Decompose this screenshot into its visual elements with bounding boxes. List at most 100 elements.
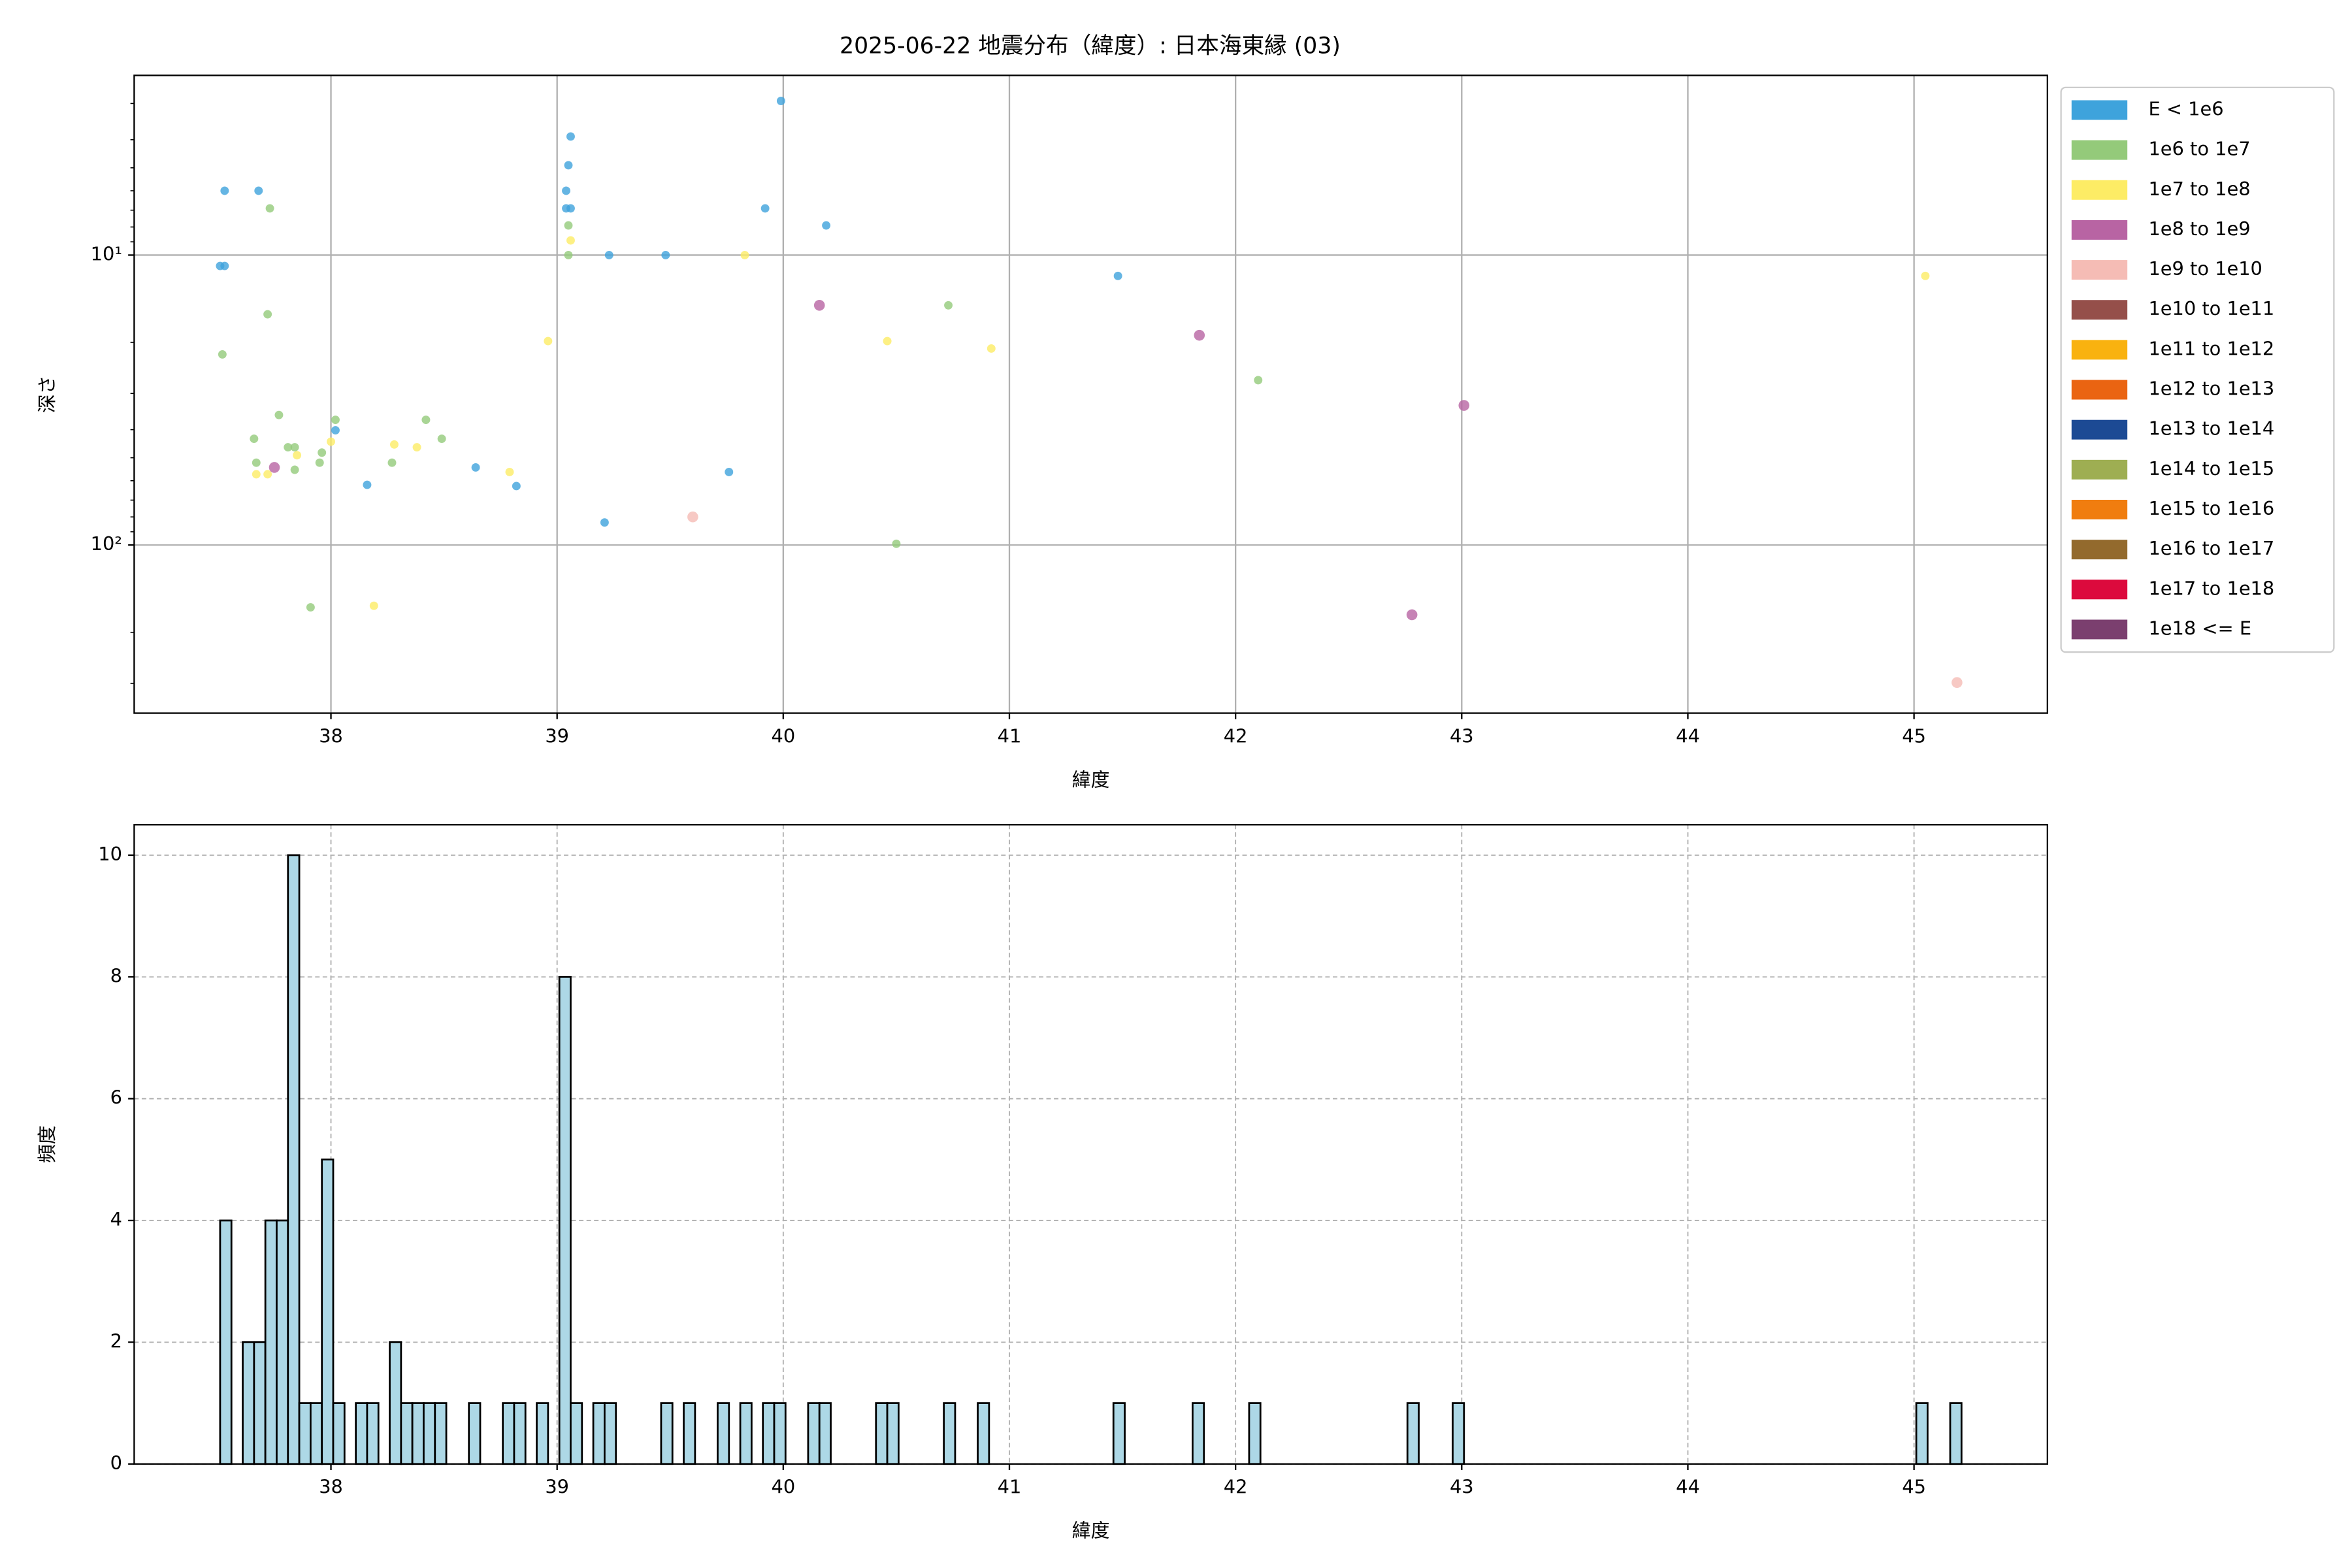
data-point xyxy=(471,463,480,472)
bar xyxy=(264,1219,278,1465)
legend-label: 1e11 to 1e12 xyxy=(2148,337,2274,359)
data-point xyxy=(274,410,284,419)
chart-title: 2025-06-22 地震分布（緯度）: 日本海東縁 (03) xyxy=(840,33,1341,59)
bar xyxy=(762,1402,776,1465)
y-tick-label: 6 xyxy=(110,1086,122,1109)
data-point xyxy=(1952,677,1963,688)
data-point xyxy=(263,310,272,319)
data-point xyxy=(265,204,274,213)
bar xyxy=(592,1402,606,1465)
bar xyxy=(332,1402,346,1465)
legend-label: 1e14 to 1e15 xyxy=(2148,457,2274,480)
x-tick-label: 39 xyxy=(545,1476,569,1498)
data-point xyxy=(306,603,315,612)
legend-swatch xyxy=(2071,619,2128,640)
bar xyxy=(276,1219,289,1465)
x-tick-label: 39 xyxy=(545,725,569,747)
y-tick-label: 10² xyxy=(91,532,122,555)
bar xyxy=(536,1402,549,1465)
legend-label: 1e7 to 1e8 xyxy=(2148,178,2250,200)
data-point xyxy=(327,437,335,446)
data-point xyxy=(987,344,996,353)
bar xyxy=(773,1402,787,1465)
data-point xyxy=(290,443,299,452)
data-point xyxy=(331,416,340,425)
x-tick-label: 40 xyxy=(772,725,796,747)
legend-label: 1e18 <= E xyxy=(2148,617,2251,639)
bar xyxy=(818,1402,832,1465)
data-point xyxy=(512,482,521,491)
data-point xyxy=(740,250,749,259)
bar xyxy=(558,975,572,1465)
data-point xyxy=(883,336,892,346)
plot-frame xyxy=(133,824,2048,1465)
bar xyxy=(660,1402,674,1465)
x-axis-label: 緯度 xyxy=(1072,1520,1110,1542)
bar xyxy=(287,854,301,1465)
bar xyxy=(886,1402,900,1465)
bar xyxy=(739,1402,753,1465)
bar xyxy=(683,1402,696,1465)
x-tick-label: 40 xyxy=(772,1476,796,1498)
bar xyxy=(977,1402,990,1465)
data-point xyxy=(437,434,446,444)
legend-swatch xyxy=(2071,380,2128,400)
legend-box xyxy=(2060,86,2335,653)
data-point xyxy=(412,443,421,452)
data-point xyxy=(263,470,272,479)
data-point xyxy=(566,236,575,245)
legend-swatch xyxy=(2071,140,2128,160)
x-tick-label: 42 xyxy=(1224,725,1248,747)
plot-frame xyxy=(133,74,2048,714)
x-tick-label: 44 xyxy=(1676,725,1700,747)
legend-label: 1e12 to 1e13 xyxy=(2148,378,2274,400)
bar xyxy=(411,1402,425,1465)
legend-label: 1e9 to 1e10 xyxy=(2148,257,2262,280)
data-point xyxy=(1921,271,1930,280)
x-tick-label: 43 xyxy=(1450,725,1474,747)
bar xyxy=(717,1402,730,1465)
legend-swatch xyxy=(2071,580,2128,600)
legend-swatch xyxy=(2071,340,2128,360)
data-point xyxy=(1113,271,1122,280)
y-axis-label: 深さ xyxy=(36,376,58,414)
legend-label: 1e8 to 1e9 xyxy=(2148,218,2250,240)
data-point xyxy=(315,458,324,467)
data-point xyxy=(218,350,227,359)
data-point xyxy=(254,186,263,195)
data-point xyxy=(564,161,573,170)
data-point xyxy=(564,250,573,259)
y-tick-label: 4 xyxy=(110,1208,122,1230)
legend-label: 1e15 to 1e16 xyxy=(2148,497,2274,519)
data-point xyxy=(331,426,340,435)
data-point xyxy=(390,440,399,449)
bar xyxy=(502,1402,515,1465)
data-point xyxy=(822,221,831,230)
legend-label: 1e10 to 1e11 xyxy=(2148,297,2274,319)
legend-label: 1e13 to 1e14 xyxy=(2148,417,2274,440)
x-tick-label: 38 xyxy=(319,725,343,747)
legend-label: 1e17 to 1e18 xyxy=(2148,577,2274,599)
y-tick-label: 10¹ xyxy=(91,242,122,265)
bar xyxy=(400,1402,414,1465)
bar xyxy=(875,1402,889,1465)
data-point xyxy=(318,448,327,457)
bar xyxy=(1915,1402,1929,1465)
legend-swatch xyxy=(2071,419,2128,440)
y-axis-label: 頻度 xyxy=(36,1126,58,1164)
data-point xyxy=(293,451,302,460)
bar xyxy=(242,1341,255,1465)
data-point xyxy=(566,204,575,213)
data-point xyxy=(1406,609,1418,621)
data-point xyxy=(776,97,785,105)
y-tick-label: 2 xyxy=(110,1330,122,1352)
data-point xyxy=(363,480,372,489)
data-point xyxy=(220,261,229,270)
bar xyxy=(366,1402,380,1465)
bar xyxy=(321,1158,335,1465)
x-tick-label: 38 xyxy=(319,1476,343,1498)
data-point xyxy=(1254,376,1263,385)
y-tick-label: 8 xyxy=(110,964,122,987)
